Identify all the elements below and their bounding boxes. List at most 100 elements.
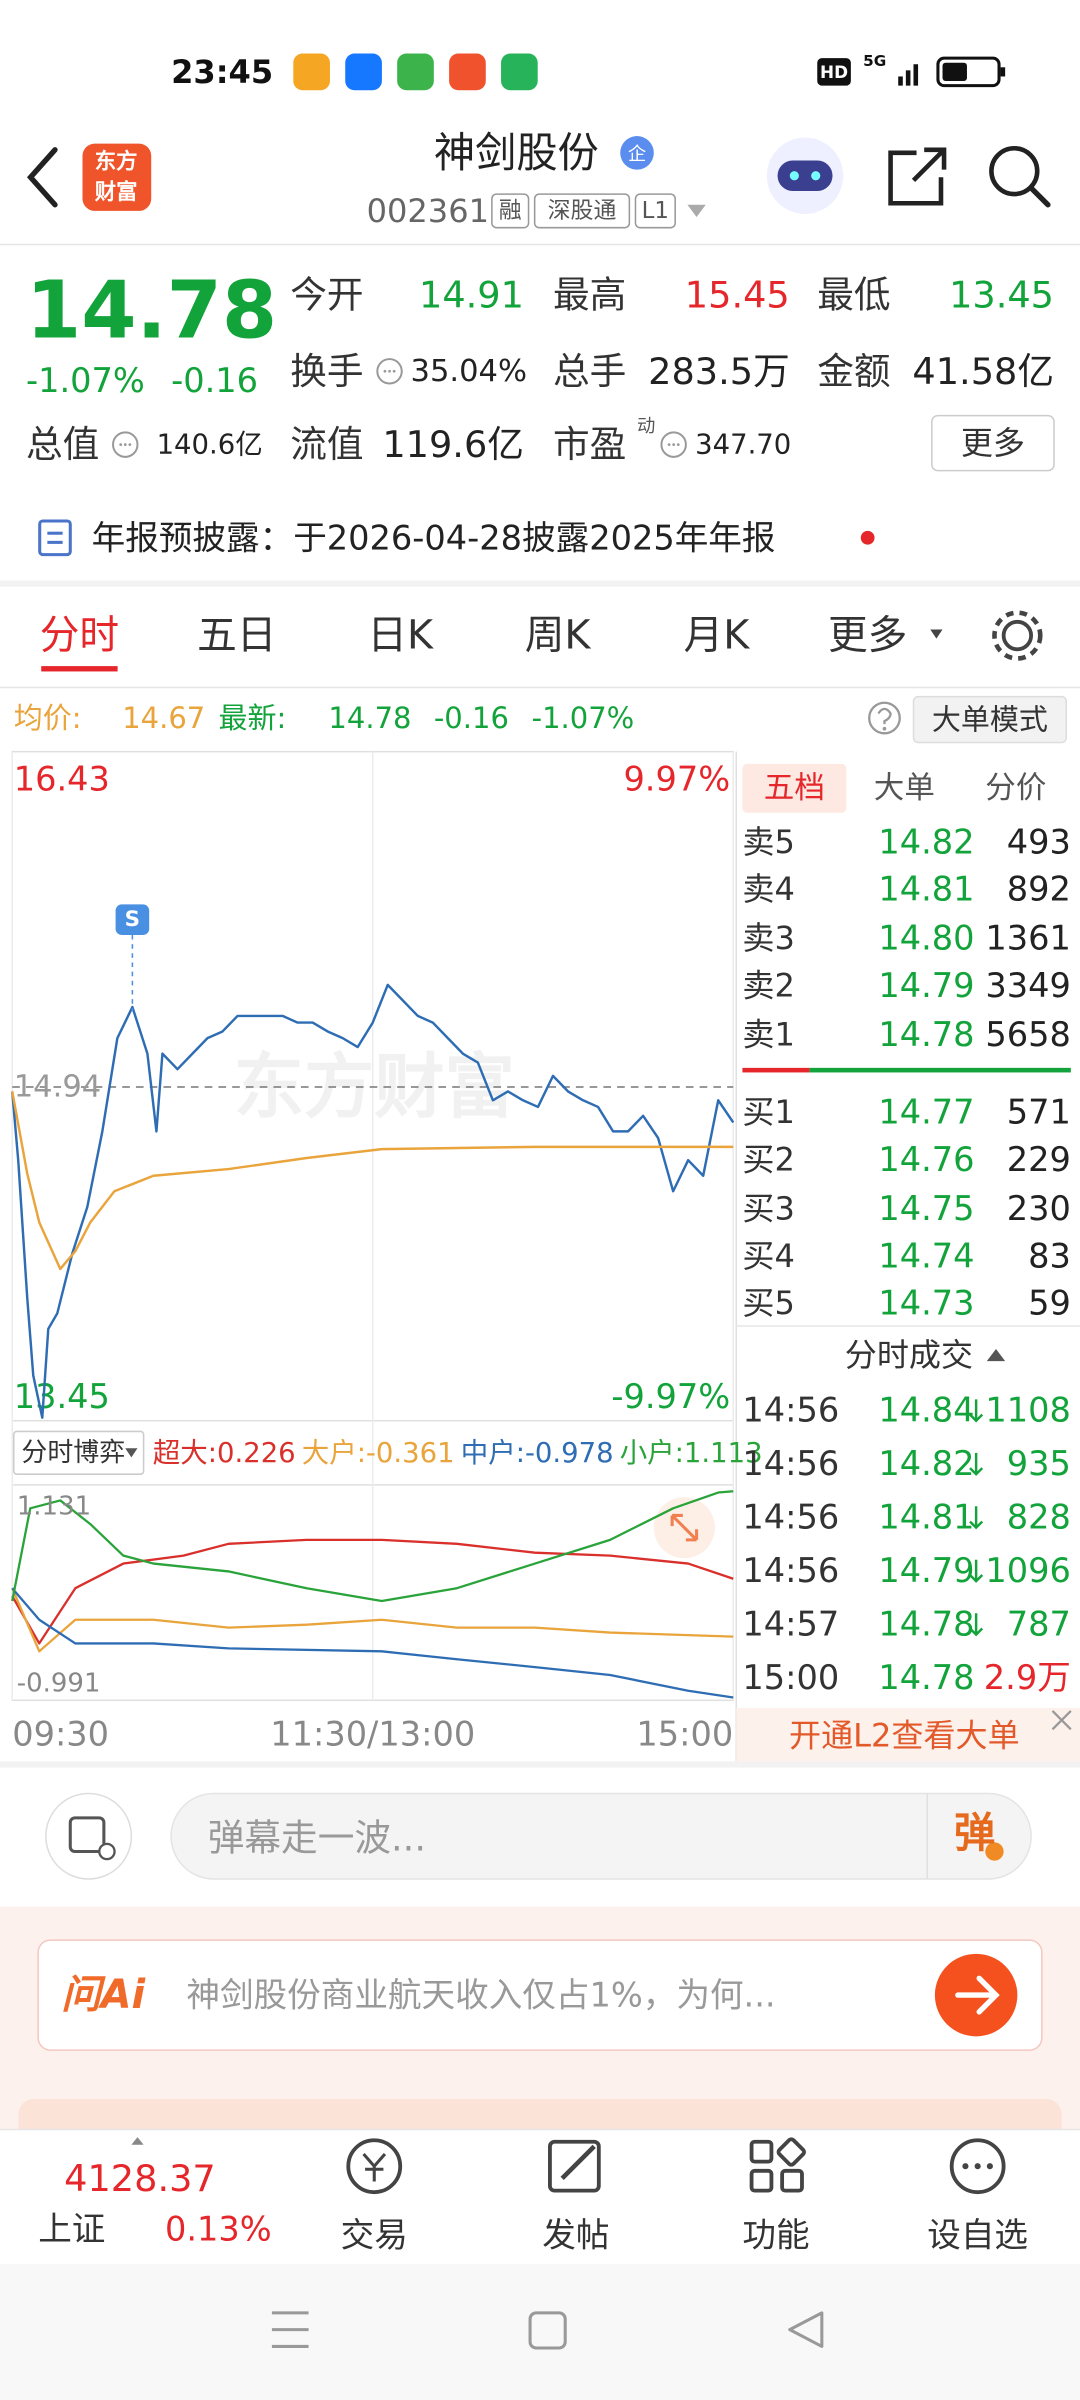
field-value: 15.45: [685, 273, 790, 316]
book-tab[interactable]: 五档: [764, 771, 825, 806]
danmu-placeholder[interactable]: 弹幕走一波...: [208, 1816, 426, 1859]
book-tab[interactable]: 分价: [985, 771, 1046, 806]
trade-time: 15:00: [742, 1658, 839, 1697]
chart-tab[interactable]: 分时: [40, 613, 119, 659]
flow-line: [11, 1587, 734, 1699]
mode-button-frame[interactable]: [912, 695, 1068, 744]
book-tab[interactable]: 大单: [874, 771, 935, 806]
back-key[interactable]: [788, 2311, 824, 2348]
share-button[interactable]: [888, 147, 947, 206]
change-percent: -1.07%: [26, 361, 145, 400]
book-price: 14.77: [878, 1093, 974, 1132]
flow-line: [11, 1538, 734, 1645]
y-max-label: 16.43: [14, 760, 110, 799]
search-button[interactable]: [989, 145, 1040, 197]
ai-prompt[interactable]: 神剑股份商业航天收入仅占1%，为何...: [186, 1976, 775, 2015]
notice-text[interactable]: 年报预披露：于2026-04-28披露2025年年报: [92, 518, 776, 557]
stock-tag-frame: [533, 193, 631, 229]
trade-volume: 935: [1007, 1444, 1071, 1483]
stock-tag: 深股通: [548, 198, 617, 224]
flow-title[interactable]: 分时博弈: [21, 1438, 125, 1468]
book-level: 卖1: [742, 1015, 794, 1053]
home-key[interactable]: [528, 2311, 567, 2350]
back-button[interactable]: [26, 147, 58, 208]
unread-dot: [860, 530, 875, 545]
signal-badge[interactable]: [115, 904, 150, 935]
flow-line: [11, 1587, 734, 1653]
trades-title[interactable]: 分时成交: [845, 1336, 973, 1374]
book-level: 卖5: [742, 823, 794, 861]
l2-banner-bg[interactable]: [736, 1707, 1080, 1762]
book-volume: 83: [1028, 1236, 1071, 1275]
assistant-face: [777, 160, 833, 192]
legend-value: 1.113: [684, 1437, 763, 1469]
ask-bar: [742, 1067, 810, 1073]
trade-price: 14.81: [878, 1497, 974, 1536]
flow-y-max: 1.131: [17, 1491, 91, 1521]
danmu-send[interactable]: 弹: [954, 1809, 995, 1857]
legend-value: -0.978: [525, 1437, 614, 1469]
trade-volume: 2.9万: [984, 1658, 1071, 1697]
nav-item[interactable]: 功能: [742, 2215, 809, 2254]
sort-arrow: [986, 1348, 1006, 1362]
icon-part: [749, 2139, 774, 2164]
danmu-settings[interactable]: [45, 1792, 133, 1880]
info-icon-dot: [128, 443, 132, 446]
search-handle: [1028, 185, 1051, 208]
field-label: 最低: [817, 273, 890, 316]
chart-tab[interactable]: 更多: [828, 613, 907, 659]
trade-icon[interactable]: [346, 2138, 403, 2195]
info-icon[interactable]: [112, 431, 139, 458]
more-button-frame[interactable]: [931, 414, 1055, 472]
nav-item[interactable]: 发帖: [542, 2215, 609, 2254]
icon-part: [749, 2168, 774, 2193]
field-label: 今开: [290, 273, 363, 316]
info-icon[interactable]: [376, 358, 403, 385]
danmu-input[interactable]: [170, 1792, 1032, 1880]
app-icon: [293, 53, 330, 91]
nav-item[interactable]: 交易: [341, 2215, 408, 2254]
trade-time: 14:56: [742, 1551, 839, 1590]
book-level: 买1: [742, 1093, 794, 1131]
trade-price: 14.82: [878, 1444, 974, 1483]
chart-tab[interactable]: 月K: [684, 613, 751, 659]
close-button[interactable]: [1051, 1710, 1072, 1731]
chart-tab[interactable]: 五日: [197, 613, 276, 659]
book-price: 14.73: [878, 1284, 974, 1323]
flow-selector[interactable]: [12, 1430, 145, 1475]
legend-name: 小户:: [620, 1437, 684, 1469]
ai-input[interactable]: [37, 1939, 1043, 2051]
field-value: 35.04%: [411, 354, 527, 389]
more-button[interactable]: 更多: [961, 424, 1025, 462]
book-volume: 3349: [985, 966, 1070, 1005]
signal-label: S: [125, 907, 140, 932]
book-price: 14.81: [878, 870, 974, 909]
trade-price: 14.78: [878, 1604, 974, 1643]
nav-item[interactable]: 设自选: [927, 2215, 1028, 2254]
latest-price: 14.78: [328, 701, 411, 735]
expand-arrow: [131, 2137, 144, 2145]
index-value[interactable]: 4128.37: [64, 2157, 216, 2200]
mode-button[interactable]: 大单模式: [932, 703, 1048, 737]
watchlist-dots: [962, 2163, 993, 2170]
watchlist-icon[interactable]: [949, 2138, 1006, 2195]
post-icon[interactable]: [548, 2139, 601, 2193]
help-icon[interactable]: [868, 701, 901, 735]
chart-tab[interactable]: 周K: [525, 613, 592, 659]
info-icon[interactable]: [660, 431, 687, 458]
latest-change: -0.16: [434, 701, 509, 735]
tab-underline: [41, 666, 118, 672]
stock-name: 神剑股份: [434, 129, 599, 177]
stock-tag-frame: [491, 193, 530, 229]
chart-tab[interactable]: 日K: [367, 613, 434, 659]
function-icon[interactable]: [749, 2137, 806, 2193]
section-gap: [0, 580, 1080, 587]
app-icon: [345, 53, 382, 91]
l2-banner[interactable]: 开通L2查看大单: [789, 1716, 1020, 1754]
settings-button[interactable]: [1001, 619, 1034, 652]
menu-key[interactable]: [271, 2311, 309, 2348]
trade-arrow: [969, 1399, 984, 1423]
field-label: 换手: [290, 350, 363, 393]
trade-price: 14.79: [878, 1551, 974, 1590]
icon-part: [986, 2163, 993, 2170]
